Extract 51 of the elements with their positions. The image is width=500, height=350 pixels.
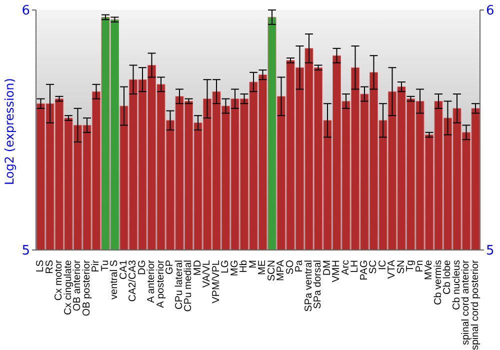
x-tick-label: SCN — [266, 260, 278, 282]
x-tick-label: Pir — [90, 259, 102, 272]
x-tick-label: Arc — [340, 260, 352, 275]
x-tick-label: LH — [350, 260, 361, 273]
x-tick-label: ME — [257, 260, 268, 275]
x-tick-label: VPM/VPL — [210, 260, 222, 304]
x-tick-label: DM — [322, 260, 333, 276]
x-tick-label: IC — [377, 260, 388, 270]
x-tick-label: VA/VL — [202, 260, 213, 288]
x-tick-label: LG — [220, 260, 232, 274]
x-tick-label: SPa dorsal — [312, 260, 324, 309]
x-tick-label: SN — [396, 260, 407, 274]
x-tick-label: MVe — [424, 260, 435, 280]
x-tick-label: Tu — [100, 260, 111, 272]
x-tick-label: MG — [229, 260, 240, 276]
x-tick-label: Cx motor — [54, 259, 65, 301]
x-tick-label: Cb nucleus — [451, 260, 462, 310]
x-tick-label: Pn — [414, 260, 426, 272]
x-tick-label: MPA — [276, 260, 287, 281]
x-tick-label: A anterior — [146, 259, 158, 303]
x-tick-label: DG — [136, 260, 148, 275]
x-tick-label: GP — [164, 260, 176, 274]
x-tick-label: CA2/CA3 — [128, 260, 139, 302]
x-tick-label: Hb — [238, 260, 250, 273]
x-tick-label: M — [248, 260, 259, 268]
x-tick-label: SPa ventral — [303, 260, 314, 312]
x-tick-label: CA1 — [118, 260, 130, 280]
x-tick-label: CPu medial — [183, 260, 194, 312]
x-tick-label: spinal cord posterior — [470, 259, 481, 350]
x-tick-label: VMH — [331, 260, 342, 282]
x-tick-label: A posterior — [155, 259, 166, 308]
x-tick-label: Tg — [405, 260, 416, 272]
x-tick-label: VTA — [386, 260, 398, 279]
x-tick-label: OB anterior — [72, 259, 84, 312]
x-tick-label: ventral S — [109, 260, 120, 300]
x-tick-label: PAG — [358, 260, 370, 280]
x-tick-label: MD — [192, 260, 204, 276]
x-tick-label: SO — [284, 260, 296, 274]
y2-tick-label: 5 — [486, 244, 494, 259]
x-tick-label: RS — [44, 260, 56, 274]
x-tick-label: SC — [368, 260, 380, 274]
y-axis-title: Log2 (expression) — [2, 78, 16, 185]
x-tick-label: Pa — [294, 260, 306, 272]
x-tick-label: Cb lobe — [442, 260, 454, 294]
x-tick-label: OB posterior — [81, 259, 92, 316]
x-tick-label: spinal cord anterior — [460, 259, 472, 346]
x-tick-label: LS — [35, 260, 46, 272]
y2-tick-label: 6 — [486, 4, 494, 19]
x-tick-label: Cb vermis — [432, 260, 444, 306]
x-tick-label: Cx cingulate — [62, 260, 74, 316]
x-tick-label: CPu lateral — [174, 260, 185, 310]
